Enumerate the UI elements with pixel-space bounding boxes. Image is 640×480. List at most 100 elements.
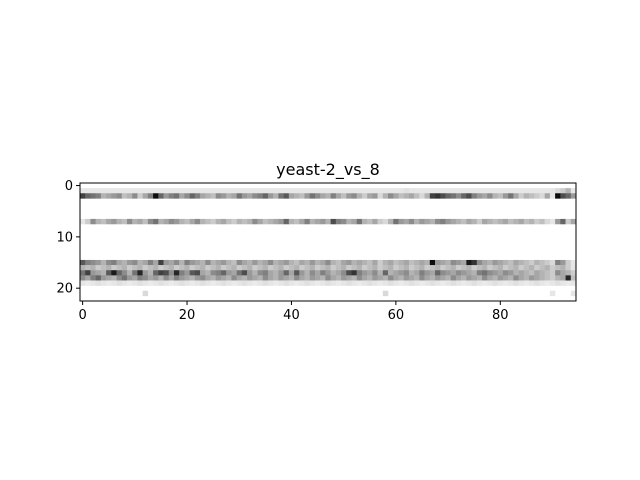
heatmap-cell xyxy=(325,193,331,199)
heatmap-cell xyxy=(450,275,457,281)
heatmap-cell xyxy=(377,270,384,276)
heatmap-cell xyxy=(85,218,91,225)
heatmap-cell xyxy=(226,265,232,271)
heatmap-cell xyxy=(549,259,556,266)
heatmap-cell xyxy=(539,265,545,271)
heatmap-cell xyxy=(194,275,201,281)
heatmap-cell xyxy=(351,270,357,276)
y-tick-label: 20 xyxy=(56,282,73,297)
heatmap-cell xyxy=(356,275,363,281)
heatmap-cell xyxy=(80,265,86,271)
heatmap-cell xyxy=(80,280,86,286)
heatmap-cell xyxy=(351,218,357,225)
heatmap-cell xyxy=(529,270,535,276)
heatmap-cell xyxy=(299,188,305,194)
heatmap-cell xyxy=(179,280,185,286)
heatmap-cell xyxy=(168,259,175,266)
heatmap-cell xyxy=(142,259,149,266)
heatmap-cell xyxy=(435,218,441,225)
heatmap-cell xyxy=(325,270,331,276)
heatmap-cell xyxy=(492,265,498,271)
heatmap-cell xyxy=(189,270,196,276)
heatmap-cell xyxy=(502,259,509,266)
heatmap-cell xyxy=(335,193,342,199)
heatmap-cell xyxy=(252,275,258,281)
heatmap-cell xyxy=(450,188,457,194)
heatmap-cell xyxy=(95,259,102,266)
heatmap-cell xyxy=(534,218,540,225)
heatmap-cell xyxy=(440,218,446,225)
heatmap-cell xyxy=(116,193,123,199)
heatmap-cell xyxy=(304,280,310,286)
heatmap-cell xyxy=(325,188,331,194)
heatmap-cell xyxy=(194,280,201,286)
heatmap-cell xyxy=(372,265,378,271)
heatmap-cell xyxy=(252,280,258,286)
heatmap-cell xyxy=(555,259,561,266)
heatmap-cell xyxy=(335,188,342,194)
heatmap-cell xyxy=(565,259,572,266)
heatmap-cell xyxy=(215,270,222,276)
heatmap-cell xyxy=(262,265,269,271)
heatmap-cell xyxy=(382,290,389,297)
heatmap-cell xyxy=(476,193,483,199)
heatmap-cell xyxy=(497,275,504,281)
heatmap-cell xyxy=(534,270,540,276)
heatmap-cell xyxy=(419,193,425,199)
heatmap-cell xyxy=(419,270,425,276)
heatmap-cell xyxy=(273,270,279,276)
heatmap-cell xyxy=(523,218,530,225)
heatmap-cell xyxy=(367,270,373,276)
heatmap-cell xyxy=(304,193,310,199)
heatmap-cell xyxy=(529,193,535,199)
heatmap-cell xyxy=(408,280,415,286)
heatmap-cell xyxy=(393,188,399,194)
heatmap-cell xyxy=(367,218,373,225)
heatmap-cell xyxy=(429,188,436,194)
heatmap-cell xyxy=(372,218,378,225)
heatmap-cell xyxy=(440,275,446,281)
heatmap-cell xyxy=(445,265,451,271)
heatmap-cell xyxy=(529,218,535,225)
heatmap-cell xyxy=(482,270,488,276)
heatmap-cell xyxy=(502,270,509,276)
heatmap-cell xyxy=(424,193,431,199)
heatmap-cell xyxy=(482,259,488,266)
heatmap-cell xyxy=(226,193,232,199)
heatmap-cell xyxy=(205,270,211,276)
heatmap-cell xyxy=(231,270,237,276)
heatmap-cell xyxy=(257,218,263,225)
heatmap-cell xyxy=(273,280,279,286)
heatmap-cell xyxy=(210,280,216,286)
heatmap-cell xyxy=(137,193,143,199)
heatmap-cell xyxy=(523,188,530,194)
heatmap-cell xyxy=(461,259,467,266)
heatmap-cell xyxy=(121,275,128,281)
heatmap-cell xyxy=(215,265,222,271)
heatmap-cell xyxy=(502,265,509,271)
heatmap-cell xyxy=(518,188,525,194)
y-tick-label: 10 xyxy=(56,230,73,245)
heatmap-cell xyxy=(90,259,96,266)
heatmap-cell xyxy=(137,259,143,266)
heatmap-cell xyxy=(388,218,394,225)
heatmap-cell xyxy=(210,275,216,281)
heatmap-cell xyxy=(351,275,357,281)
heatmap-cell xyxy=(126,259,133,266)
heatmap-cell xyxy=(549,218,556,225)
heatmap-cell xyxy=(335,218,342,225)
heatmap-cell xyxy=(461,188,467,194)
heatmap-cell xyxy=(142,218,149,225)
heatmap-cell xyxy=(325,218,331,225)
heatmap-cell xyxy=(367,265,373,271)
heatmap-cell xyxy=(304,218,310,225)
heatmap-cell xyxy=(226,275,232,281)
heatmap-cell xyxy=(116,270,123,276)
heatmap-cell xyxy=(492,193,498,199)
heatmap-cell xyxy=(80,193,86,199)
heatmap-cell xyxy=(471,259,478,266)
heatmap-cell xyxy=(304,188,310,194)
heatmap-cell xyxy=(382,265,389,271)
heatmap-cell xyxy=(184,270,190,276)
heatmap-cell xyxy=(377,193,384,199)
